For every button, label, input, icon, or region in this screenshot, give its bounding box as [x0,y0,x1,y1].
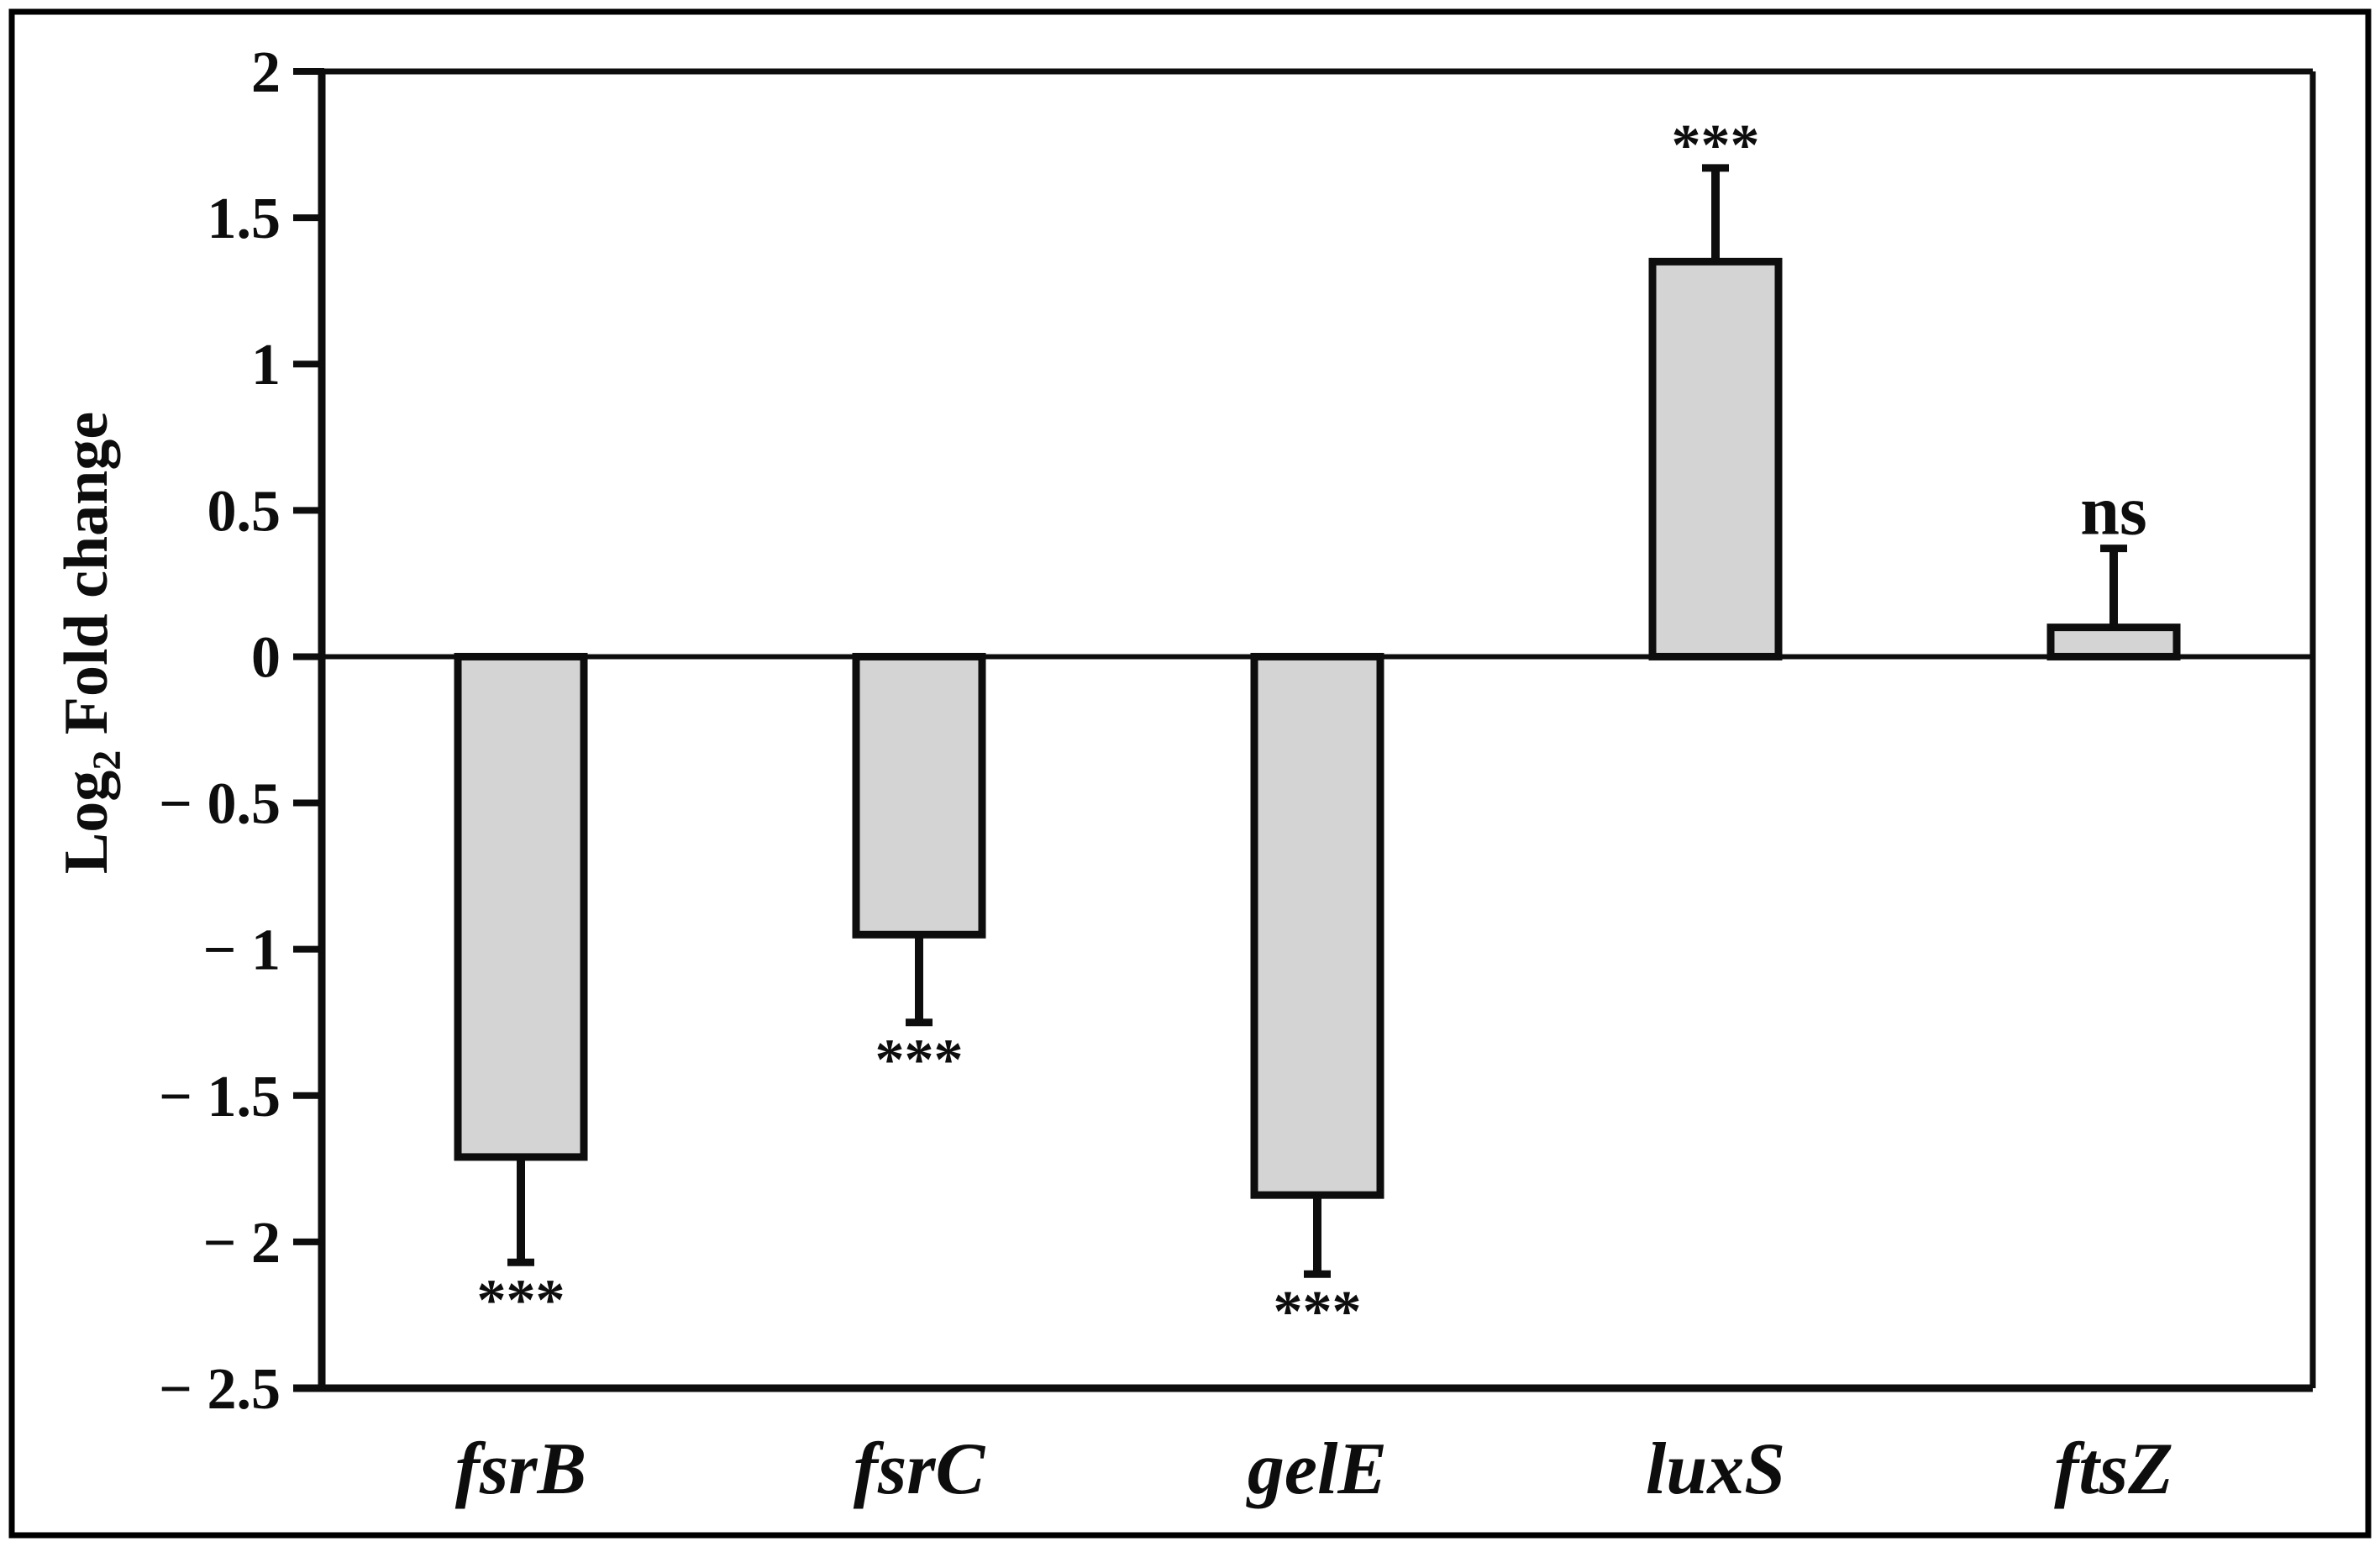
y-tick-label-1.5: 1.5 [208,187,281,251]
bar-ftsZ [2046,624,2181,660]
significance-fsrC: *** [875,1029,964,1093]
y-tick-label--1: − 1 [203,918,281,983]
y-tick-label--1.5: − 1.5 [159,1065,281,1129]
y-tick-label--2: − 2 [203,1211,281,1276]
y-tick-label-0.5: 0.5 [208,479,281,544]
y-tick-label--0.5: − 0.5 [159,772,281,837]
significance-fsrB: *** [477,1268,565,1333]
bar-fsrB [454,652,588,1161]
x-tick-label-fsrC: fsrC [854,1429,986,1510]
x-tick-label-luxS: luxS [1646,1429,1785,1510]
significance-luxS: *** [1672,113,1760,178]
y-axis-label: Log2 Fold change [52,412,129,874]
figure-border [8,8,2372,1539]
x-tick-label-gelE: gelE [1246,1429,1387,1510]
y-tick-label--2.5: − 2.5 [159,1357,281,1422]
y-tick-label-1: 1 [251,333,281,397]
bar-luxS [1648,257,1783,660]
y-tick-label-2: 2 [251,40,281,105]
y-tick-label-0: 0 [251,625,281,690]
significance-ftsZ: ns [2080,472,2146,550]
bar-fsrC [852,652,986,939]
significance-gelE: *** [1274,1280,1362,1344]
x-tick-label-ftsZ: ftsZ [2054,1429,2173,1510]
bar-gelE [1250,652,1384,1199]
x-tick-label-fsrB: fsrB [455,1429,587,1510]
